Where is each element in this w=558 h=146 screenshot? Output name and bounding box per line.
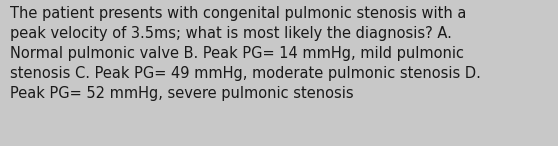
Text: The patient presents with congenital pulmonic stenosis with a
peak velocity of 3: The patient presents with congenital pul…	[10, 6, 481, 101]
